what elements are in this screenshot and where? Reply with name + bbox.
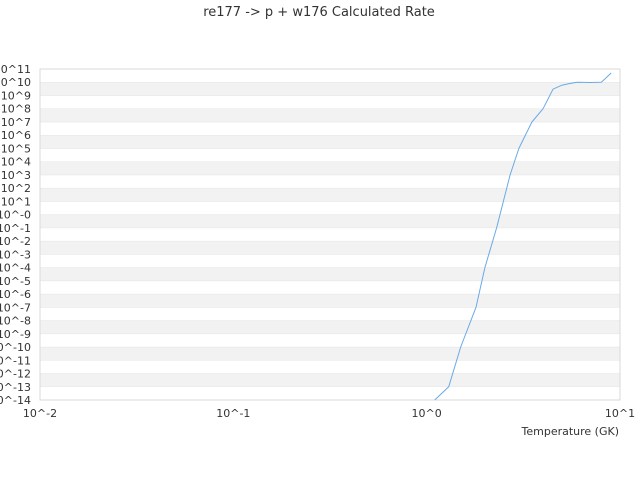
x-tick-label: 10^1 xyxy=(605,407,635,420)
series-layer xyxy=(434,72,612,401)
y-tick-label: 10^2 xyxy=(1,182,31,195)
x-axis: 10^-2 10^-1 10^0 10^1 xyxy=(23,407,635,420)
grid-band xyxy=(39,134,621,149)
y-tick-label: 10^3 xyxy=(1,169,31,182)
y-tick-label: 10^-14 xyxy=(0,394,31,407)
grid-band xyxy=(39,68,621,83)
y-tick-label: 10^-0 xyxy=(0,209,31,222)
grid-band xyxy=(39,320,621,335)
grid-band xyxy=(39,240,621,255)
grid-band xyxy=(39,148,621,162)
grid-band xyxy=(39,360,621,374)
grid-band xyxy=(39,95,621,109)
grid-band xyxy=(39,373,621,388)
y-tick-label: 10^-5 xyxy=(0,275,31,288)
grid-band xyxy=(39,161,621,176)
y-tick-label: 10^-4 xyxy=(0,262,31,275)
plot-frame xyxy=(39,68,621,401)
grid-band xyxy=(39,280,621,295)
y-tick-label: 10^8 xyxy=(1,103,31,116)
x-tick-label: 10^-2 xyxy=(23,407,57,420)
y-tick-label: 10^4 xyxy=(1,156,31,169)
grid-band xyxy=(39,346,621,361)
y-tick-label: 10^9 xyxy=(1,89,31,102)
y-tick-label: 10^7 xyxy=(1,116,31,129)
grid-band xyxy=(39,267,621,282)
y-tick-label: 10^5 xyxy=(1,142,31,155)
y-tick-label: 10^-2 xyxy=(0,235,31,248)
grid-band xyxy=(39,307,621,321)
y-tick-label: 10^-11 xyxy=(0,354,31,367)
x-tick-label: 10^0 xyxy=(412,407,442,420)
grid-band xyxy=(39,81,621,96)
y-tick-label: 10^-6 xyxy=(0,288,31,301)
y-tick-label: 10^1 xyxy=(1,195,31,208)
y-tick-label: 10^11 xyxy=(0,63,31,76)
grid-band xyxy=(39,187,621,202)
rate-series-line xyxy=(434,72,612,401)
y-tick-label: 10^-1 xyxy=(0,222,31,235)
y-tick-label: 10^-8 xyxy=(0,315,31,328)
grid-band xyxy=(39,293,621,308)
grid-band xyxy=(39,333,621,348)
grid-band xyxy=(39,227,621,242)
grid-band xyxy=(39,121,621,136)
x-tick-label: 10^-1 xyxy=(216,407,250,420)
y-tick-label: 10^-12 xyxy=(0,368,31,381)
x-axis-title: Temperature (GK) xyxy=(521,425,620,438)
grid-band xyxy=(39,174,621,189)
y-tick-label: 10^-13 xyxy=(0,381,31,394)
y-tick-label: 10^6 xyxy=(1,129,31,142)
grid-band xyxy=(39,386,621,401)
y-axis: 10^1110^1010^910^810^710^610^510^410^310… xyxy=(0,63,31,407)
y-tick-label: 10^-10 xyxy=(0,341,31,354)
grid-band xyxy=(39,201,621,215)
grid-bands xyxy=(39,68,621,401)
y-tick-label: 10^10 xyxy=(0,76,31,89)
grid-band xyxy=(39,214,621,229)
y-tick-label: 10^-3 xyxy=(0,248,31,261)
chart-title: re177 -> p + w176 Calculated Rate xyxy=(203,5,435,20)
y-tick-label: 10^-7 xyxy=(0,301,31,314)
grid-band xyxy=(39,254,621,268)
y-tick-label: 10^-9 xyxy=(0,328,31,341)
